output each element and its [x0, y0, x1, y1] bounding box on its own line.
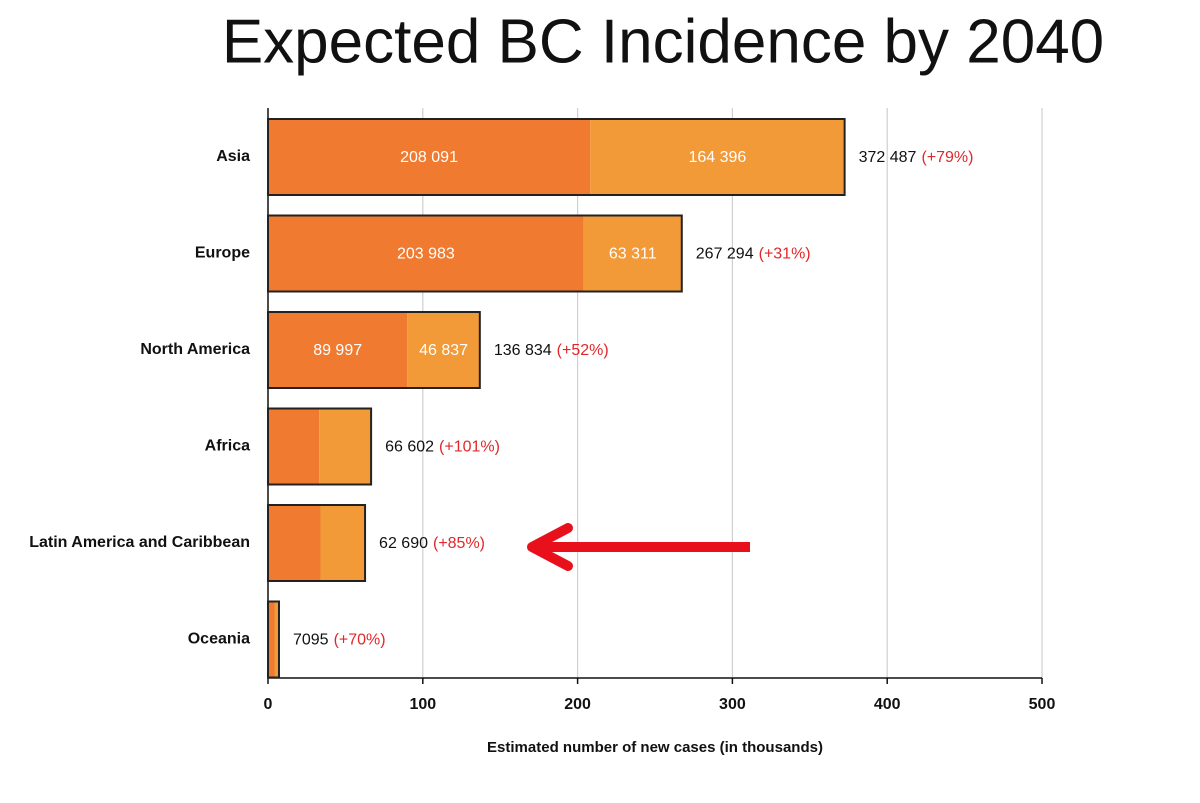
bar-segment: [268, 119, 591, 195]
x-tick-label: 100: [409, 696, 436, 713]
total-label: 66 602: [385, 439, 434, 456]
bar-segment: [583, 215, 682, 292]
bar-segment: [274, 601, 279, 678]
growth-label: (+101%): [439, 439, 500, 456]
y-tick-label: North America: [140, 341, 250, 358]
bar-segment: [320, 505, 366, 581]
y-tick-label: Asia: [216, 148, 250, 165]
bar-segment: [268, 505, 321, 581]
bar-outline: [267, 311, 481, 389]
bar-segment: [268, 312, 408, 388]
total-label: 372 487: [859, 149, 917, 166]
chart-title: Expected BC Incidence by 2040: [222, 7, 1104, 76]
growth-label: (+70%): [334, 632, 386, 649]
bar-outline: [267, 600, 280, 679]
bar-segment: [319, 408, 372, 485]
total-label: 7095: [293, 632, 329, 649]
total-label: 136 834: [494, 342, 552, 359]
value-label: 164 396: [688, 149, 746, 166]
x-tick-label: 500: [1029, 696, 1056, 713]
x-axis-label: Estimated number of new cases (in thousa…: [487, 739, 823, 756]
value-label: 89 997: [313, 342, 362, 359]
total-label: 267 294: [696, 246, 754, 263]
bar-outline: [267, 118, 846, 196]
bar-segment: [268, 215, 584, 292]
value-label: 203 983: [397, 246, 455, 263]
value-label: 63 311: [609, 246, 657, 263]
y-tick-label: Oceania: [188, 631, 250, 648]
bar-segment: [268, 601, 275, 678]
x-tick-label: 300: [719, 696, 746, 713]
bar-outline: [267, 214, 683, 293]
bar-segment: [268, 408, 320, 485]
bar-outline: [267, 504, 367, 582]
value-label: 46 837: [419, 342, 468, 359]
y-tick-label: Europe: [195, 245, 250, 262]
growth-label: (+85%): [433, 535, 485, 552]
x-tick-label: 0: [264, 696, 273, 713]
bar-segment: [407, 312, 480, 388]
total-label: 62 690: [379, 535, 428, 552]
arrow: [527, 523, 750, 571]
growth-label: (+52%): [557, 342, 609, 359]
y-tick-label: Africa: [205, 438, 250, 455]
x-tick-label: 400: [874, 696, 901, 713]
value-label: 208 091: [400, 149, 458, 166]
x-tick-label: 200: [564, 696, 591, 713]
bar-segment: [590, 119, 845, 195]
arrow-head: [527, 523, 573, 571]
bar-outline: [267, 407, 373, 486]
growth-label: (+79%): [921, 149, 973, 166]
plot: 0 100 200 300 400 500 Asia 208 091 164 396 372 48…: [29, 108, 1055, 713]
growth-label: (+31%): [759, 246, 811, 263]
y-tick-label: Latin America and Caribbean: [29, 534, 250, 551]
